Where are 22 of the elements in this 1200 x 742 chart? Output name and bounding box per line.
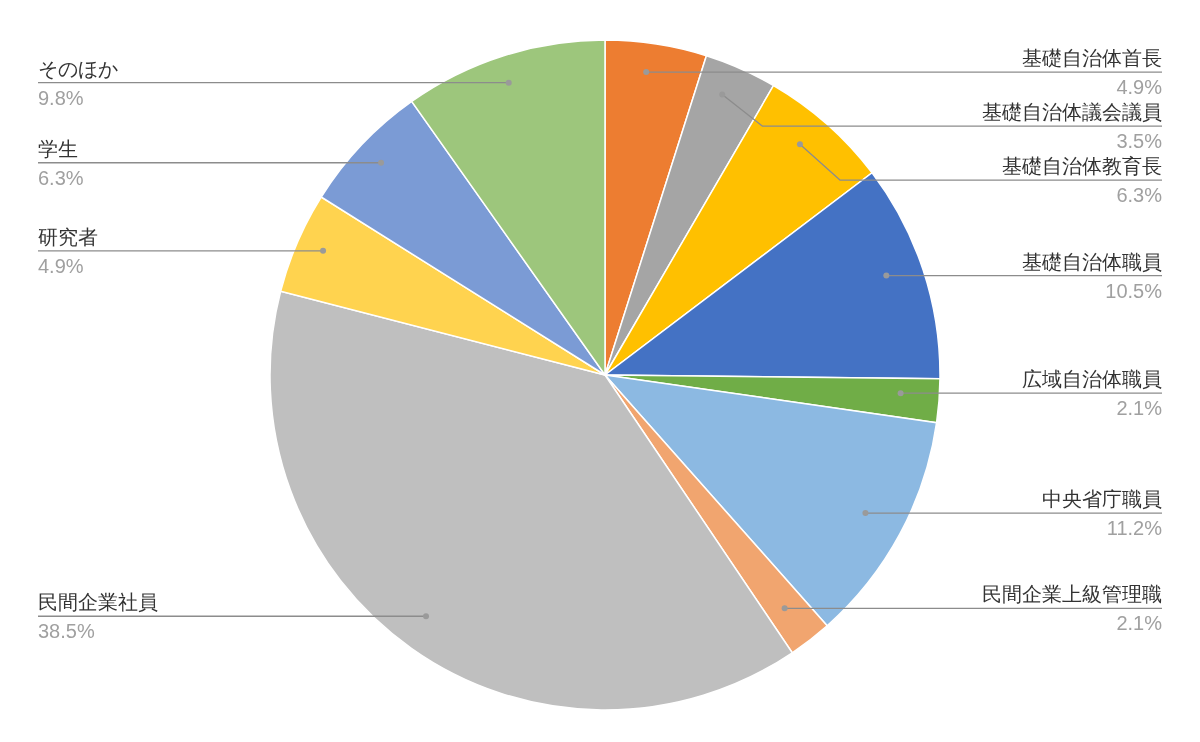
data-label: 2.1%: [1116, 397, 1163, 420]
slice-label: 民間企業社員: [38, 591, 158, 614]
slice-label: 研究者: [38, 225, 98, 248]
slice-label: 基礎自治体首長: [1022, 47, 1162, 70]
data-label: 11.2%: [1106, 517, 1163, 540]
data-label: 4.9%: [38, 254, 84, 277]
data-label: 4.9%: [1116, 76, 1163, 99]
data-label: 3.5%: [1116, 130, 1163, 153]
data-label: 9.8%: [38, 86, 84, 109]
slice-label: 広域自治体職員: [1022, 368, 1162, 391]
slice-label: 学生: [38, 137, 78, 160]
data-label: 2.1%: [1116, 612, 1163, 635]
slice-label: 基礎自治体教育長: [1002, 155, 1162, 178]
slice-label: 民間企業上級管理職: [982, 583, 1162, 606]
data-label: 6.3%: [38, 166, 84, 189]
slice-label: 基礎自治体職員: [1022, 250, 1162, 273]
data-label: 6.3%: [1116, 184, 1163, 207]
slice-label: 中央省庁職員: [1042, 488, 1162, 511]
data-label: 38.5%: [38, 620, 95, 643]
data-label: 10.5%: [1105, 279, 1163, 302]
slice-label: そのほか: [38, 57, 118, 80]
slice-label: 基礎自治体議会議員: [982, 101, 1162, 124]
